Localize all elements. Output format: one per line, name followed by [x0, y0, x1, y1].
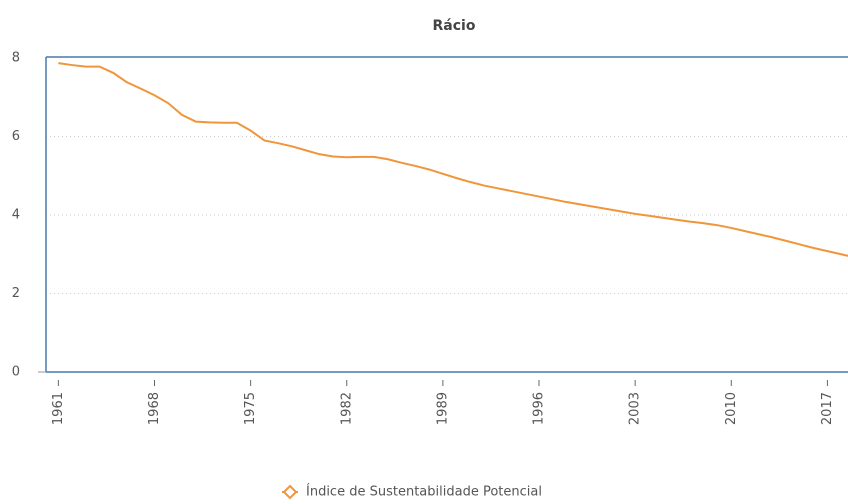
y-tick-label: 0: [12, 365, 20, 380]
x-tick-label: 2010: [724, 392, 739, 425]
data-line: [58, 62, 848, 257]
x-tick-label: 1982: [339, 392, 354, 425]
chart-title: Rácio: [433, 18, 476, 34]
x-tick-label: 1961: [51, 392, 66, 425]
x-tick-label: 1975: [243, 392, 258, 425]
y-tick-label: 6: [12, 129, 20, 144]
x-tick-label: 2003: [628, 392, 643, 425]
x-tick-label: 1989: [435, 392, 450, 425]
x-tick-label: 1996: [532, 392, 547, 425]
legend-label: Índice de Sustentabilidade Potencial: [306, 484, 542, 500]
x-tick-label: 1968: [147, 392, 162, 425]
y-tick-label: 2: [12, 286, 20, 301]
y-tick-label: 8: [12, 51, 20, 66]
x-tick-label: 2017: [820, 392, 835, 425]
legend-marker: [282, 484, 298, 500]
y-tick-label: 4: [12, 208, 20, 223]
